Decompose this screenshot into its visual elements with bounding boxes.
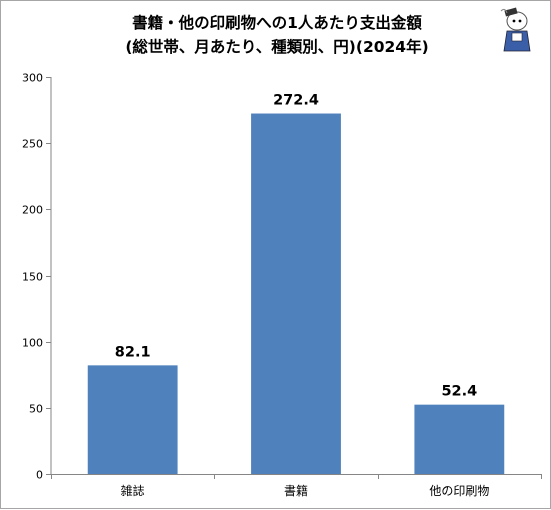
x-axis: 雑誌 書籍 他の印刷物 <box>51 474 542 498</box>
x-category-label: 書籍 <box>284 483 308 498</box>
x-category-label: 他の印刷物 <box>429 484 489 498</box>
x-category-label: 雑誌 <box>121 483 145 498</box>
bar <box>414 404 505 474</box>
bar-value-label: 52.4 <box>441 384 477 400</box>
bar-value-label: 82.1 <box>115 344 151 360</box>
y-tick-label: 0 <box>36 469 43 482</box>
y-tick-label: 50 <box>29 403 43 416</box>
y-tick-label: 100 <box>22 337 43 350</box>
y-tick-label: 150 <box>22 271 43 284</box>
bar <box>251 113 341 475</box>
bar <box>87 365 178 474</box>
y-tick-label: 250 <box>22 138 43 151</box>
y-tick-label: 300 <box>22 72 43 85</box>
bar-value-label: 272.4 <box>273 93 319 109</box>
chart-subtitle: (総世帯、月あたり、種類別、円)(2024年) <box>125 37 428 56</box>
y-tick-label: 200 <box>22 204 43 217</box>
bars: 82.1 272.4 52.4 <box>87 93 505 475</box>
y-axis: 0 50 100 150 200 250 300 <box>22 72 52 482</box>
mascot-icon <box>500 7 531 52</box>
chart-title: 書籍・他の印刷物への1人あたり支出金額 <box>132 13 422 32</box>
